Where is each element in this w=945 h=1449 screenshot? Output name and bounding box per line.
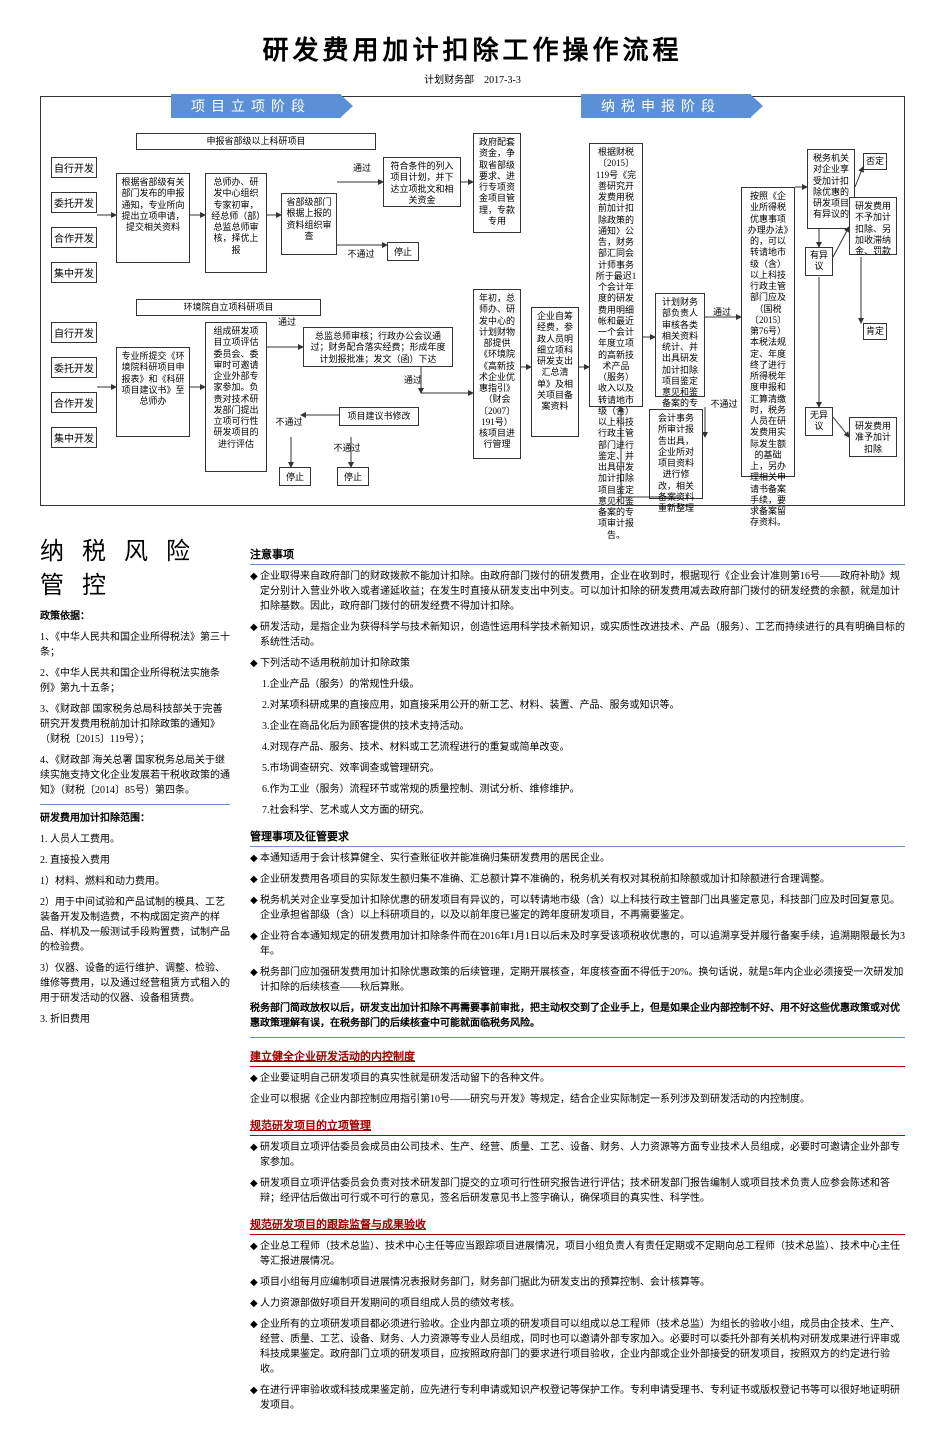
note-sub: 2.对某项科研成果的直接应用，如直接采用公开的新工艺、材料、装置、产品、服务或知… — [250, 698, 905, 713]
box-q2: 研发费用准予加计扣除 — [849, 417, 897, 457]
box-i: 项目建议书修改 — [339, 407, 419, 426]
box-o: 按照《企业所得税优惠事项办理办法》的，可以转请地市级（含）以上科技行政主管部门应… — [741, 187, 795, 477]
box-d: 符合条件的列入项目计划，并下达立项批文和相关资金 — [383, 157, 461, 207]
tr-item: 企业总工程师（技术总监）、技术中心主任等应当跟踪项目进展情况，项目小组负责人有责… — [250, 1239, 905, 1269]
tag-no: 无异议 — [805, 407, 833, 436]
scope-item: 2. 直接投入费用 — [40, 853, 230, 868]
tr-item: 人力资源部做好项目开发期间的项目组成人员的绩效考核。 — [250, 1296, 905, 1311]
tag-aff: 肯定 — [863, 323, 887, 340]
note-head: 注意事项 — [250, 546, 905, 565]
note-item: 下列活动不适用税前加计扣除政策 — [250, 656, 905, 671]
mid-section-bar: 环境院自立项科研项目 — [136, 299, 321, 316]
row-label: 自行开发 — [51, 157, 97, 178]
tag-stop: 停止 — [279, 467, 311, 486]
page-title: 研发费用加计扣除工作操作流程 — [40, 30, 905, 67]
note-sub: 7.社会科学、艺术或人文方面的研究。 — [250, 803, 905, 818]
tr-head: 规范研发项目的跟踪监督与成果验收 — [250, 1216, 905, 1235]
tag-fail: 不通过 — [347, 247, 375, 260]
lp-item: 研发项目立项评估委员会负责对技术研发部门提交的立项可行性研究报告进行评估；技术研… — [250, 1176, 905, 1206]
policy-item: 2、《中华人民共和国企业所得税法实施条例》第九十五条； — [40, 666, 230, 696]
box-n: 会计事务所审计报告出具，企业所对项目资料进行修改，相关备案资料重新整理 — [649, 409, 703, 499]
box-b: 总师办、研发中心组织专家初审，经总师（部）总监总师审核，择优上报 — [205, 173, 267, 273]
scope-sub: 1）材料、燃料和动力费用。 — [40, 874, 230, 889]
row-label: 自行开发 — [51, 322, 97, 343]
tag-yes: 有异议 — [805, 247, 833, 276]
lp-item: 研发项目立项评估委员会成员由公司技术、生产、经营、质量、工艺、设备、财务、人力资… — [250, 1140, 905, 1170]
mg-item: 税务部门应加强研发费用加计扣除优惠政策的后续管理，定期开展核查，年度核查面不得低… — [250, 965, 905, 995]
note-sub: 4.对现存产品、服务、技术、材料或工艺流程进行的重复或简单改变。 — [250, 740, 905, 755]
scope-sub: 3）仪器、设备的运行维护、调整、检验、维修等费用，以及通过经营租赁方式租入的用于… — [40, 961, 230, 1006]
box-q1: 研发费用不予加计扣除、另加收滞纳金、罚款 — [849, 197, 897, 255]
box-e: 政府配套资金，争取省部级要求、进行专项资金项目管理，专款专用 — [473, 133, 521, 233]
scope-sub: 2）用于中间试验和产品试制的模具、工艺装备开发及制造费，不构成固定资产的样品、样… — [40, 895, 230, 955]
row-label: 合作开发 — [51, 392, 97, 413]
tag-pass: 通过 — [710, 305, 734, 318]
box-p: 税务机关对企业享受加计扣除优惠的研发项目有异议的 — [807, 149, 855, 229]
mg-item: 企业研发费用各项目的实际发生额归集不准确、汇总额计算不准确的，税务机关有权对其税… — [250, 872, 905, 887]
ic-head: 建立健全企业研发活动的内控制度 — [250, 1048, 905, 1067]
dept-date: 计划财务部 2017-3-3 — [40, 71, 905, 86]
right-column: 注意事项 企业取得来自政府部门的财政拨款不能加计扣除。由政府部门拨付的研发费用，… — [250, 536, 905, 1419]
box-c: 省部级部门根据上报的资料组织审查 — [281, 193, 337, 255]
tag-fail: 不通过 — [333, 441, 361, 454]
ic-item: 企业可以根据《企业内部控制应用指引第10号——研究与开发》等规定，结合企业实际制… — [250, 1092, 905, 1107]
top-section-bar: 申报省部级以上科研项目 — [136, 133, 376, 150]
tag-stop: 停止 — [387, 242, 419, 261]
row-label: 集中开发 — [51, 427, 97, 448]
note-sub: 3.企业在商品化后为顾客提供的技术支持活动。 — [250, 719, 905, 734]
note-item: 研发活动，是指企业为获得科学与技术新知识，创造性运用科学技术新知识，或实质性改进… — [250, 620, 905, 650]
mg-item: 企业符合本通知规定的研发费用加计扣除条件而在2016年1月1日以后未及时享受该项… — [250, 929, 905, 959]
box-j: 年初，总师办、研发中心的计划财物部提供《环境院《高新技术企业优惠指引》（财会〔2… — [473, 289, 521, 459]
row-label: 委托开发 — [51, 357, 97, 378]
box-m: 计划财务部负责人审核各类相关资料统计、并出具研发加计扣除项目鉴定意见和鉴备案的专… — [655, 293, 705, 397]
tr-item: 企业所有的立项研发项目都必须进行验收。企业内部立项的研发项目可以组成以总工程师（… — [250, 1317, 905, 1377]
note-item: 企业取得来自政府部门的财政拨款不能加计扣除。由政府部门拨付的研发费用，企业在收到… — [250, 569, 905, 614]
mg-head: 管理事项及征管要求 — [250, 828, 905, 847]
policy-item: 1、《中华人民共和国企业所得税法》第三十条； — [40, 630, 230, 660]
scope-item: 1. 人员人工费用。 — [40, 832, 230, 847]
tag-neg: 否定 — [863, 153, 887, 170]
box-h: 总监总师审核；行政办公会议通过；财务配合落实经费；形成年度计划报批准；发文（函）… — [303, 327, 453, 367]
phase2-header: 纳税申报阶段 — [581, 94, 751, 118]
row-label: 委托开发 — [51, 192, 97, 213]
row-label: 合作开发 — [51, 227, 97, 248]
box-l: 根据财税〔2015〕119号《完善研究开发费用税前加计扣除政策的通知〉公告，财务… — [589, 143, 643, 407]
tr-item: 项目小组每月应编制项目进展情况表报财务部门，财务部门据此为研发支出的预算控制、会… — [250, 1275, 905, 1290]
left-column: 纳税风险管控 政策依据： 1、《中华人民共和国企业所得税法》第三十条； 2、《中… — [40, 536, 230, 1419]
box-k: 企业自筹经费，参政人员明细立项科研发支出汇总清单》及相关项目备案资料 — [531, 307, 579, 437]
note-sub: 5.市场调查研究、效率调查或管理研究。 — [250, 761, 905, 776]
policy-item: 4、《财政部 海关总署 国家税务总局关于继续实施支持文化企业发展若干税收政策的通… — [40, 753, 230, 798]
tag-pass: 通过 — [401, 373, 425, 386]
scope-item: 3. 折旧费用 — [40, 1012, 230, 1027]
row-label: 集中开发 — [51, 262, 97, 283]
flowchart: 项目立项阶段 纳税申报阶段 申报省部级以上科研项目 环境院自立项科研项目 自行开… — [40, 96, 905, 506]
scope-head: 研发费用加计扣除范围： — [40, 811, 230, 826]
ic-item: 企业要证明自己研发项目的真实性就是研发活动留下的各种文件。 — [250, 1071, 905, 1086]
box-g: 组成研发项目立项评估委员会、委审时可邀请企业外部专家参加。负责对技术研发部门提出… — [205, 322, 267, 472]
lp-head: 规范研发项目的立项管理 — [250, 1117, 905, 1136]
note-sub: 6.作为工业（服务）流程环节或常规的质量控制、测试分析、维修维护。 — [250, 782, 905, 797]
policy-head: 政策依据： — [40, 609, 230, 624]
tag-stop: 停止 — [337, 467, 369, 486]
warn-text: 税务部门简政放权以后，研发支出加计扣除不再需要事前审批，把主动权交到了企业手上，… — [250, 1001, 905, 1031]
phase1-header: 项目立项阶段 — [171, 94, 341, 118]
mg-item: 税务机关对企业享受加计扣除优惠的研发项目有异议的，可以转请地市级（含）以上科技行… — [250, 893, 905, 923]
tag-pass: 通过 — [350, 161, 374, 174]
box-a: 根据省部级有关部门发布的申报通知，专业所向提出立项申请，提交相关资料 — [116, 173, 190, 263]
mg-item: 本通知适用于会计核算健全、实行查账征收并能准确归集研发费用的居民企业。 — [250, 851, 905, 866]
note-sub: 1.企业产品（服务）的常规性升级。 — [250, 677, 905, 692]
tag-fail: 不通过 — [710, 397, 738, 410]
policy-item: 3、《财政部 国家税务总局科技部关于完善研究开发费用税前加计扣除政策的通知》（财… — [40, 702, 230, 747]
tag-fail: 不通过 — [275, 415, 303, 428]
box-f: 专业所提交《环境院科研项目申报表》和《科研项目建议书》至总师办 — [116, 347, 190, 437]
tag-pass: 通过 — [275, 315, 299, 328]
tr-item: 在进行评审验收或科技成果鉴定前，应先进行专利申请或知识产权登记等保护工作。专利申… — [250, 1383, 905, 1413]
risk-heading: 纳税风险管控 — [40, 536, 230, 603]
